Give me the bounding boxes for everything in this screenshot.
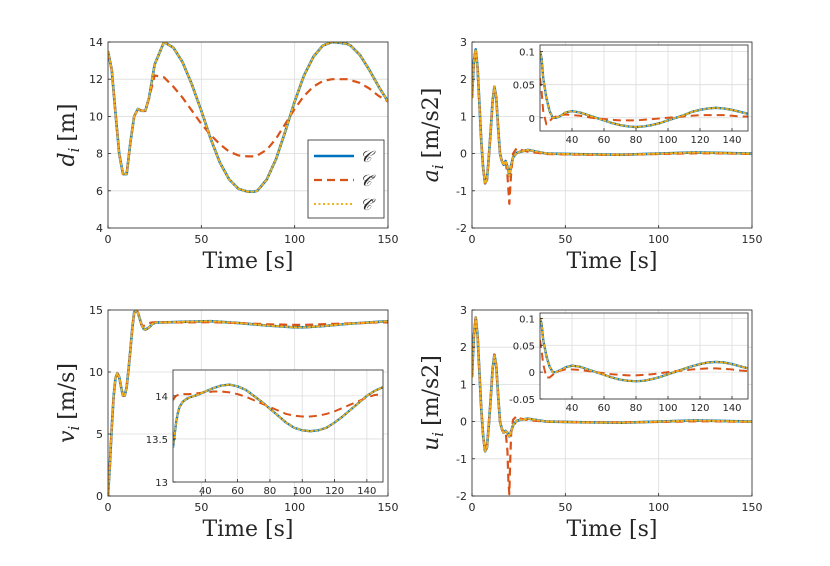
x-tick-label: 150 <box>742 501 763 514</box>
series-line-3 <box>472 48 752 185</box>
x-tick-label: 0 <box>105 501 112 514</box>
x-tick-label: 100 <box>284 501 305 514</box>
x-tick-label: 140 <box>357 486 376 497</box>
x-tick-label: 120 <box>690 403 709 414</box>
x-tick-label: 140 <box>722 135 741 146</box>
y-tick-label: 0.1 <box>519 314 535 325</box>
series-line-2 <box>173 390 383 418</box>
y-tick-label: 0.05 <box>513 81 535 92</box>
x-tick-label: 150 <box>378 233 399 246</box>
axes-box <box>539 312 749 400</box>
y-tick-label: -2 <box>456 490 467 503</box>
legend: 𝒞𝒞̄𝒞̂ <box>307 139 385 219</box>
y-tick-label: -0.05 <box>509 395 535 406</box>
x-tick-label: 60 <box>598 135 611 146</box>
x-axis-label: Time [s] <box>202 249 293 274</box>
x-tick-label: 50 <box>558 501 572 514</box>
y-tick-label: 0 <box>529 114 535 125</box>
series-line-3 <box>540 50 748 128</box>
x-axis-label: Time [s] <box>202 517 293 542</box>
y-tick-label: 13.5 <box>146 435 168 446</box>
x-tick-label: 40 <box>566 403 579 414</box>
y-tick-label: 6 <box>96 185 103 198</box>
x-tick-label: 40 <box>199 486 212 497</box>
x-tick-label: 0 <box>105 233 112 246</box>
y-tick-label: 2 <box>460 73 467 86</box>
chart-u-inset: 40 60 80 100 120 140 -0.05 0 0.05 0.1 <box>509 312 749 414</box>
axes-box <box>471 41 753 229</box>
x-axis-label: Time [s] <box>566 517 657 542</box>
x-tick-label: 50 <box>194 501 208 514</box>
y-axis-label: vi[m/s] <box>55 363 83 443</box>
y-tick-label: 5 <box>96 428 103 441</box>
x-tick-label: 50 <box>194 233 208 246</box>
axes-box <box>539 44 749 132</box>
x-tick-label: 80 <box>630 135 643 146</box>
y-tick-label: 3 <box>460 36 467 49</box>
series-line-3 <box>540 317 748 383</box>
x-tick-label: 80 <box>264 486 277 497</box>
y-axis-label: ui[m/s2] <box>419 355 447 451</box>
y-tick-label: 3 <box>460 304 467 317</box>
x-tick-label: 100 <box>658 135 677 146</box>
series-line-3 <box>472 316 752 453</box>
chart-d: 0 50 100 150 4 6 8 10 12 14 Time [s] di[m] <box>55 36 399 274</box>
series-line-3 <box>173 383 383 449</box>
y-tick-label: 12 <box>89 73 103 86</box>
y-tick-label: -1 <box>456 453 467 466</box>
axes-box <box>107 309 389 497</box>
y-tick-label: 10 <box>89 366 103 379</box>
plot-area-v-inset <box>173 370 383 482</box>
plot-area-u-inset <box>540 313 748 399</box>
x-tick-label: 150 <box>378 501 399 514</box>
x-tick-label: 100 <box>284 233 305 246</box>
x-axis-label: Time [s] <box>566 249 657 274</box>
y-tick-label: 4 <box>96 222 103 235</box>
y-tick-label: -1 <box>456 185 467 198</box>
y-tick-label: 0 <box>460 148 467 161</box>
x-tick-label: 0 <box>469 501 476 514</box>
x-tick-label: 40 <box>566 135 579 146</box>
x-tick-label: 120 <box>325 486 344 497</box>
y-tick-label: 13 <box>155 478 168 489</box>
y-tick-label: 15 <box>89 304 103 317</box>
y-tick-label: 14 <box>89 36 103 49</box>
y-tick-label: 14 <box>155 392 168 403</box>
x-tick-label: 100 <box>293 486 312 497</box>
x-tick-label: 100 <box>658 403 677 414</box>
series-line-3 <box>108 310 388 496</box>
y-axis-label: ai[m/s2] <box>419 88 447 183</box>
x-tick-label: 150 <box>742 233 763 246</box>
series-line-2 <box>540 339 748 379</box>
x-tick-label: 140 <box>722 403 741 414</box>
y-tick-label: 0 <box>460 416 467 429</box>
y-tick-label: -2 <box>456 222 467 235</box>
x-tick-label: 60 <box>598 403 611 414</box>
y-tick-label: 1 <box>460 110 467 123</box>
y-tick-label: 10 <box>89 110 103 123</box>
y-tick-label: 2 <box>460 341 467 354</box>
y-tick-label: 0.05 <box>513 341 535 352</box>
x-tick-label: 100 <box>648 233 669 246</box>
plot-area-a-inset <box>540 45 748 131</box>
x-tick-label: 80 <box>630 403 643 414</box>
y-tick-label: 0.1 <box>519 48 535 59</box>
y-axis-label: di[m] <box>55 104 83 167</box>
axes-box <box>107 41 389 229</box>
y-tick-label: 8 <box>96 148 103 161</box>
axes-box <box>172 369 384 483</box>
y-tick-label: 0 <box>96 490 103 503</box>
x-tick-label: 120 <box>690 135 709 146</box>
axes-box <box>471 309 753 497</box>
x-tick-label: 60 <box>231 486 244 497</box>
x-tick-label: 50 <box>558 233 572 246</box>
y-tick-label: 0 <box>529 368 535 379</box>
x-tick-label: 100 <box>648 501 669 514</box>
series-line-3 <box>108 42 388 193</box>
chart-v-inset: 40 60 80 100 120 140 13 13.5 14 <box>146 369 384 497</box>
chart-a-inset: 40 60 80 100 120 140 0 0.05 0.1 <box>513 44 749 146</box>
x-tick-label: 0 <box>469 233 476 246</box>
y-tick-label: 1 <box>460 378 467 391</box>
